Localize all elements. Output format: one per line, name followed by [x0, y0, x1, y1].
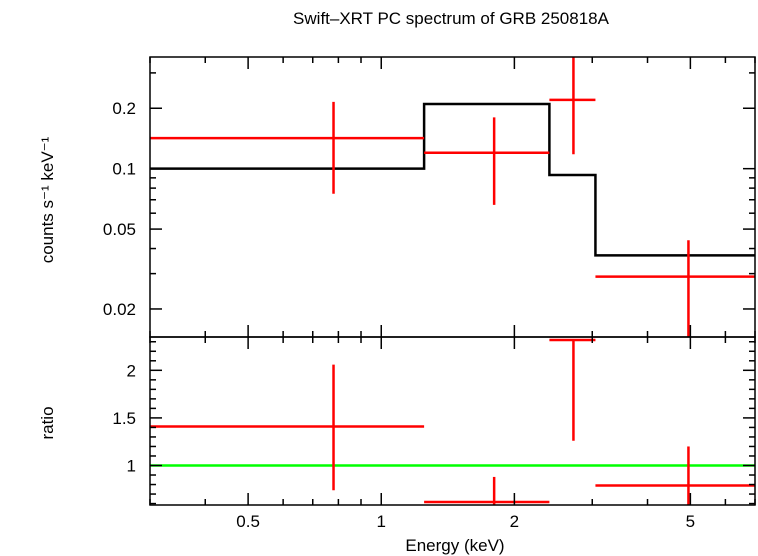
bottom-y-axis-label: ratio: [38, 406, 57, 439]
x-tick-label: 5: [686, 512, 695, 531]
top-y-tick-label: 0.2: [112, 99, 136, 118]
top-y-tick-label: 0.05: [103, 220, 136, 239]
top-y-axis-label: counts s⁻¹ keV⁻¹: [38, 136, 57, 263]
x-tick-label: 0.5: [236, 512, 260, 531]
axes: 0.5 1 2 5 0.02 0.05 0.1 0.2 1 1.5 2: [103, 56, 756, 531]
top-panel-marks: [150, 57, 755, 337]
x-tick-label: 2: [510, 512, 519, 531]
top-y-tick-label: 0.02: [103, 300, 136, 319]
bottom-y-tick-label: 2: [127, 361, 136, 380]
top-panel-frame: [149, 56, 756, 338]
bottom-y-tick-label: 1: [127, 456, 136, 475]
top-y-tick-label: 0.1: [112, 160, 136, 179]
model-step-line: [150, 102, 755, 257]
bottom-panel-marks: [150, 338, 755, 505]
chart-title: Swift–XRT PC spectrum of GRB 250818A: [293, 9, 610, 28]
bottom-y-tick-label: 1.5: [112, 409, 136, 428]
x-tick-label: 1: [377, 512, 386, 531]
bottom-panel-frame: [149, 336, 756, 506]
x-axis-label: Energy (keV): [405, 536, 504, 555]
